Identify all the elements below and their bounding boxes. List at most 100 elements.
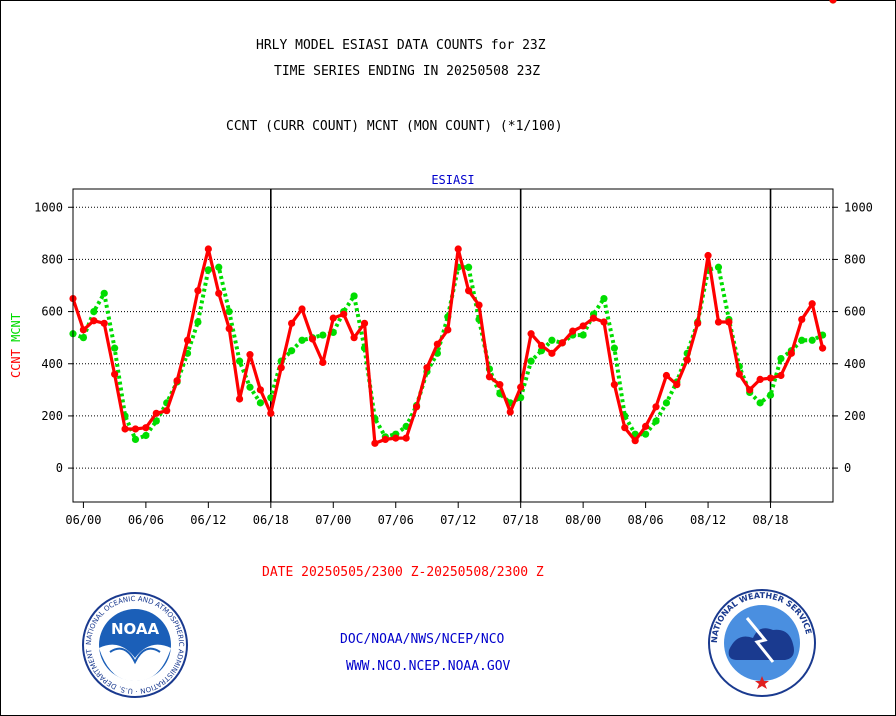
point-mcnt: [579, 331, 587, 339]
y-label-ccnt: CCNT: [9, 342, 23, 378]
point-ccnt: [537, 341, 546, 350]
point-ccnt: [90, 317, 98, 325]
point-ccnt: [777, 371, 785, 380]
point-ccnt: [621, 424, 629, 432]
point-ccnt: [204, 245, 212, 253]
point-ccnt: [298, 305, 306, 313]
y-tick-label-left: 200: [41, 409, 63, 423]
point-ccnt: [714, 318, 723, 326]
point-ccnt: [215, 289, 223, 297]
point-mcnt: [298, 336, 306, 344]
point-ccnt: [392, 434, 400, 442]
point-mcnt: [215, 263, 223, 271]
point-mcnt: [798, 336, 806, 344]
point-mcnt: [808, 336, 816, 344]
y-axis-label: CCNT MCNT: [9, 313, 23, 378]
point-mcnt: [79, 334, 88, 342]
point-ccnt: [662, 371, 671, 380]
x-tick-label: 08/12: [690, 513, 726, 527]
point-ccnt: [173, 377, 181, 385]
point-ccnt: [798, 315, 806, 324]
x-tick-label: 08/00: [565, 513, 601, 527]
y-tick-label-left: 600: [41, 305, 63, 319]
point-mcnt: [766, 391, 775, 399]
point-ccnt: [829, 0, 837, 4]
title-line-2: TIME SERIES ENDING IN 20250508 23Z: [274, 64, 541, 79]
point-ccnt: [652, 403, 660, 411]
point-ccnt: [756, 375, 764, 384]
chart-title: ESIASI: [431, 173, 474, 187]
point-mcnt: [90, 307, 98, 316]
point-ccnt: [163, 407, 171, 415]
y-tick-label-right: 0: [844, 461, 851, 475]
point-ccnt: [475, 301, 483, 309]
point-ccnt: [225, 324, 233, 333]
point-ccnt: [818, 344, 827, 352]
noaa-logo: NATIONAL OCEANIC AND ATMOSPHERIC ADMINIS…: [80, 590, 188, 698]
point-ccnt: [454, 245, 462, 253]
point-ccnt: [548, 349, 556, 357]
point-ccnt: [350, 334, 358, 342]
y-tick-label-right: 400: [844, 357, 866, 371]
point-ccnt: [506, 408, 514, 416]
x-tick-label: 07/06: [378, 513, 414, 527]
point-ccnt: [412, 403, 421, 411]
point-ccnt: [111, 370, 119, 378]
point-mcnt: [662, 399, 671, 407]
x-tick-label: 06/12: [190, 513, 226, 527]
x-tick-label: 06/18: [253, 513, 289, 527]
esiasi-line-chart: ESIASI 0 0 200 200 400 400 600 600 800 800 1000 1000…: [9, 0, 873, 527]
point-ccnt: [256, 386, 264, 394]
point-ccnt: [121, 425, 129, 433]
point-ccnt: [277, 364, 285, 372]
series-mcnt: [69, 0, 837, 443]
point-ccnt: [683, 356, 691, 364]
point-mcnt: [527, 357, 535, 365]
point-ccnt: [766, 374, 775, 382]
title-line-1: HRLY MODEL ESIASI DATA COUNTS for 23Z: [256, 38, 546, 53]
footer-website: WWW.NCO.NCEP.NOAA.GOV: [346, 659, 511, 674]
y-tick-label-right: 800: [844, 252, 866, 266]
point-ccnt: [183, 336, 192, 344]
point-ccnt: [579, 322, 587, 330]
point-mcnt: [465, 263, 473, 271]
x-tick-label: 06/06: [128, 513, 164, 527]
point-ccnt: [735, 370, 743, 378]
point-ccnt: [131, 425, 140, 433]
point-ccnt: [631, 437, 639, 445]
point-mcnt: [204, 266, 212, 274]
point-mcnt: [652, 417, 660, 425]
point-mcnt: [517, 394, 525, 402]
point-ccnt: [496, 381, 504, 389]
chart-series: [69, 0, 837, 447]
point-ccnt: [288, 319, 296, 327]
point-ccnt: [589, 314, 598, 322]
point-mcnt: [537, 347, 546, 355]
point-ccnt: [527, 330, 535, 338]
y-tick-label-right: 600: [844, 305, 866, 319]
point-ccnt: [642, 422, 650, 430]
point-ccnt: [152, 409, 160, 417]
point-ccnt: [267, 409, 275, 417]
point-mcnt: [350, 292, 358, 300]
x-tick-label: 08/18: [752, 513, 788, 527]
footer-agency: DOC/NOAA/NWS/NCEP/NCO: [340, 632, 505, 647]
point-mcnt: [142, 431, 150, 440]
x-tick-label: 07/18: [503, 513, 539, 527]
point-ccnt: [423, 364, 431, 372]
point-mcnt: [246, 383, 254, 391]
point-mcnt: [194, 318, 202, 326]
point-ccnt: [246, 351, 254, 359]
axis-ticks: [68, 206, 838, 508]
y-tick-label-left: 400: [41, 357, 63, 371]
point-mcnt: [235, 357, 244, 365]
point-ccnt: [444, 326, 452, 334]
point-mcnt: [225, 307, 233, 316]
point-mcnt: [152, 417, 160, 425]
point-ccnt: [694, 319, 702, 327]
point-ccnt: [600, 318, 608, 326]
y-tick-label-right: 1000: [844, 200, 873, 214]
point-mcnt: [600, 294, 608, 303]
point-ccnt: [808, 300, 816, 308]
point-mcnt: [100, 289, 108, 297]
